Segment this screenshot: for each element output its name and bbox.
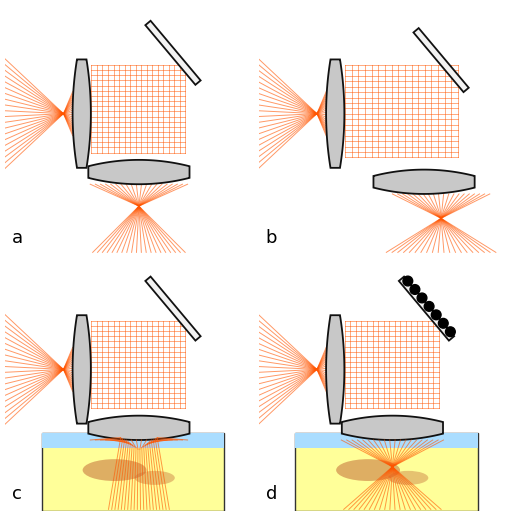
Ellipse shape (135, 471, 175, 485)
Circle shape (439, 318, 448, 328)
Polygon shape (146, 21, 201, 85)
Polygon shape (413, 28, 469, 92)
Bar (42, 433, 224, 448)
Polygon shape (342, 416, 443, 440)
Polygon shape (374, 170, 475, 194)
Text: b: b (266, 230, 277, 247)
Polygon shape (399, 277, 454, 340)
Polygon shape (88, 416, 190, 440)
Circle shape (403, 276, 413, 286)
Circle shape (431, 310, 441, 319)
Ellipse shape (388, 471, 428, 485)
Polygon shape (146, 277, 201, 340)
Polygon shape (73, 315, 91, 424)
Text: a: a (12, 230, 23, 247)
Ellipse shape (336, 459, 400, 481)
Text: d: d (266, 485, 277, 503)
Circle shape (446, 327, 455, 337)
Circle shape (417, 293, 427, 303)
Bar (295, 433, 478, 511)
Polygon shape (88, 160, 190, 184)
Polygon shape (326, 315, 344, 424)
Polygon shape (73, 60, 91, 168)
Polygon shape (326, 60, 344, 168)
Circle shape (410, 284, 420, 294)
Circle shape (424, 302, 434, 311)
Bar (42, 433, 224, 511)
Bar (295, 433, 478, 448)
Ellipse shape (83, 459, 147, 481)
Text: c: c (12, 485, 22, 503)
